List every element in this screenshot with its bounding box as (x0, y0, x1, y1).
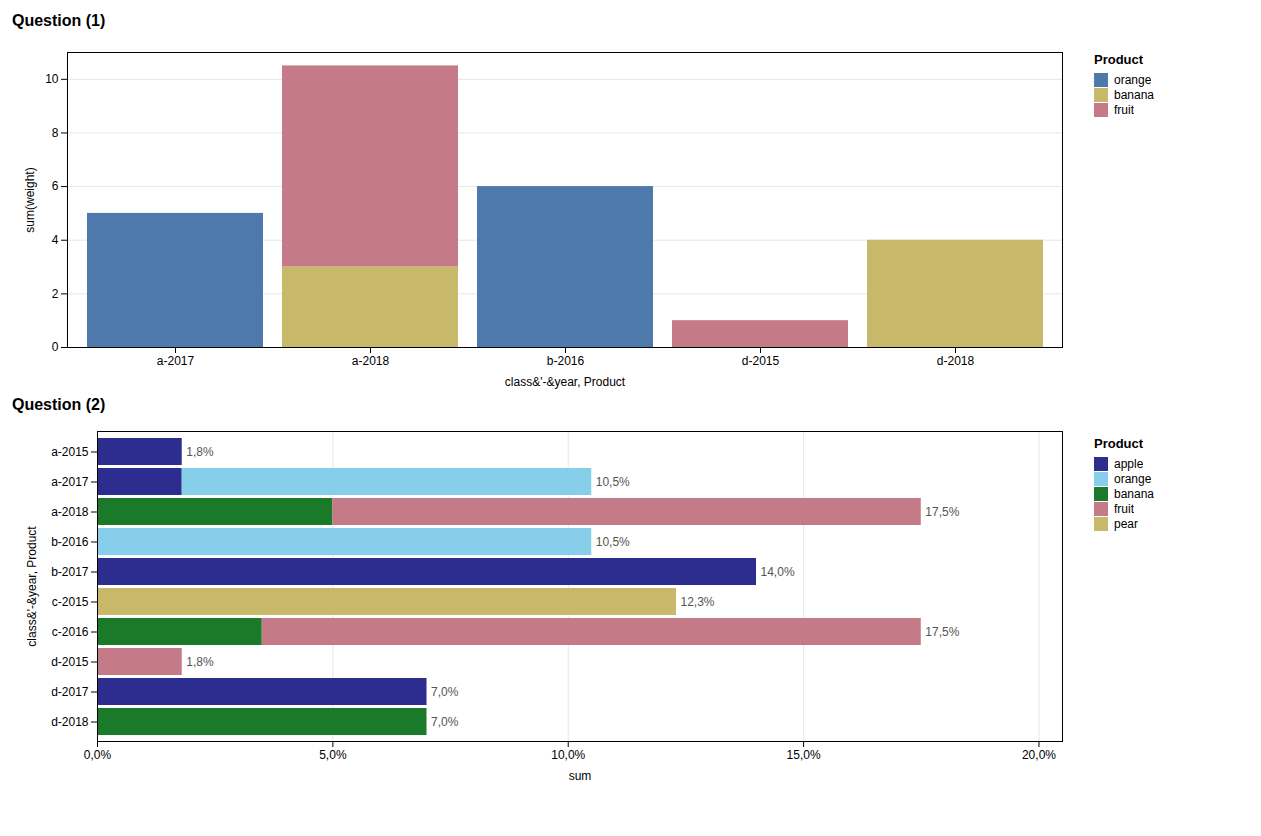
svg-text:d-2017: d-2017 (51, 685, 89, 699)
svg-text:a-2017: a-2017 (51, 475, 89, 489)
html-text:pear: pear (1114, 517, 1138, 531)
svg-text:15,0%: 15,0% (787, 748, 821, 762)
svg-text:0: 0 (52, 340, 59, 354)
svg-text:d-2018: d-2018 (937, 354, 975, 368)
svg-text:14,0%: 14,0% (761, 565, 795, 579)
svg-text:0,0%: 0,0% (84, 748, 112, 762)
svg-text:a-2015: a-2015 (51, 445, 89, 459)
svg-text:1,8%: 1,8% (186, 655, 214, 669)
svg-text:b-2016: b-2016 (51, 535, 89, 549)
svg-text:7,0%: 7,0% (431, 715, 459, 729)
svg-text:8: 8 (52, 126, 59, 140)
svg-text:class&'-&year, Product: class&'-&year, Product (505, 375, 626, 389)
svg-text:sum(weight): sum(weight) (23, 167, 37, 232)
svg-text:sum: sum (569, 769, 592, 783)
svg-text:c-2015: c-2015 (52, 595, 89, 609)
html-text:Question (1): Question (1) (12, 12, 106, 29)
svg-text:2: 2 (52, 287, 59, 301)
html-text:fruit: fruit (1114, 502, 1134, 516)
svg-text:5,0%: 5,0% (319, 748, 347, 762)
html-text:apple: apple (1114, 457, 1144, 471)
html-text:orange: orange (1114, 472, 1152, 486)
svg-text:17,5%: 17,5% (925, 505, 959, 519)
svg-text:d-2015: d-2015 (51, 655, 89, 669)
svg-text:12,3%: 12,3% (681, 595, 715, 609)
svg-text:6: 6 (52, 179, 59, 193)
svg-text:4: 4 (52, 233, 59, 247)
svg-text:a-2018: a-2018 (352, 354, 390, 368)
svg-text:10,5%: 10,5% (596, 475, 630, 489)
html-text:Product: Product (1094, 436, 1144, 451)
svg-text:c-2016: c-2016 (52, 625, 89, 639)
svg-text:7,0%: 7,0% (431, 685, 459, 699)
svg-text:10,5%: 10,5% (596, 535, 630, 549)
svg-text:1,8%: 1,8% (186, 445, 214, 459)
html-text:fruit: fruit (1114, 103, 1134, 117)
svg-text:a-2018: a-2018 (51, 505, 89, 519)
svg-text:a-2017: a-2017 (157, 354, 195, 368)
html-text:banana: banana (1114, 487, 1154, 501)
svg-text:10,0%: 10,0% (551, 748, 585, 762)
svg-text:b-2016: b-2016 (547, 354, 585, 368)
svg-text:17,5%: 17,5% (925, 625, 959, 639)
html-text:banana: banana (1114, 88, 1154, 102)
svg-text:class&'-&year, Product: class&'-&year, Product (25, 526, 39, 647)
svg-text:d-2018: d-2018 (51, 715, 89, 729)
html-text:Product: Product (1094, 52, 1144, 67)
svg-text:20,0%: 20,0% (1022, 748, 1056, 762)
html-text:orange: orange (1114, 73, 1152, 87)
html-text:Question (2): Question (2) (12, 396, 106, 413)
svg-text:10: 10 (45, 72, 59, 86)
svg-text:b-2017: b-2017 (51, 565, 89, 579)
svg-text:d-2015: d-2015 (742, 354, 780, 368)
